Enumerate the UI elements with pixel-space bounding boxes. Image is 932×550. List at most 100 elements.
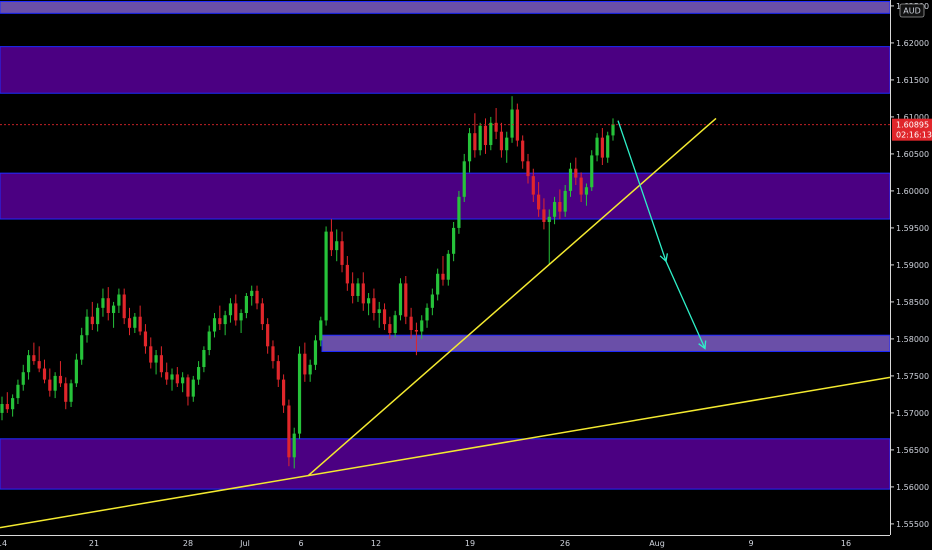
candle (568, 162, 573, 197)
candle (48, 368, 52, 397)
x-tick-label: 9 (748, 539, 753, 548)
candle (552, 196, 557, 225)
candle (446, 250, 450, 286)
candle-body (351, 283, 355, 296)
x-tick-label: 12 (371, 539, 381, 548)
candle (191, 375, 195, 402)
trendline-1[interactable] (307, 117, 717, 477)
candle (409, 307, 413, 339)
candle (494, 108, 498, 140)
candle (21, 364, 25, 391)
y-tick-label: 1.60500 (896, 150, 929, 159)
candle (430, 288, 434, 316)
candle (414, 322, 419, 356)
candle-body (499, 131, 504, 151)
candle (32, 342, 36, 365)
candle (234, 294, 238, 326)
candle-body (606, 135, 610, 158)
candle-body (154, 355, 158, 363)
candle-body (21, 372, 25, 385)
candle (196, 361, 201, 385)
candle-body (425, 307, 429, 321)
candle-body (377, 309, 381, 314)
candle (595, 133, 599, 162)
candle (281, 374, 286, 413)
y-tick-label: 1.58500 (896, 298, 929, 307)
y-tick-label: 1.62000 (896, 39, 929, 48)
candle-body (292, 433, 296, 458)
candle-body (239, 313, 243, 321)
candle-body (11, 398, 15, 410)
candle (170, 368, 174, 391)
trendline-0[interactable] (0, 376, 891, 529)
price-axis[interactable]: 1.625001.620001.615001.610001.605001.600… (890, 0, 932, 550)
candle (521, 135, 525, 169)
candle (574, 157, 578, 185)
candle-body (526, 161, 530, 177)
candle-body (266, 324, 270, 347)
candle (165, 362, 169, 385)
candle (64, 377, 68, 410)
candle (186, 374, 190, 406)
candle-body (420, 320, 424, 332)
candle (526, 153, 530, 184)
candle-body (101, 298, 105, 308)
candle (276, 355, 280, 388)
candle (11, 394, 15, 417)
y-tick-label: 1.61500 (896, 76, 929, 85)
candle-body (382, 309, 387, 325)
candle (37, 346, 41, 373)
candle-body (340, 241, 344, 265)
candle (244, 293, 248, 319)
candle-body (16, 384, 20, 399)
candle-body (483, 125, 488, 146)
candle (303, 342, 307, 382)
candle-body (505, 137, 509, 151)
candle-body (111, 305, 116, 314)
candle (441, 256, 445, 286)
candle-body (228, 303, 233, 316)
candle-body (143, 331, 148, 347)
candle-body (372, 298, 376, 314)
candle-body (552, 202, 557, 217)
candle-body (574, 168, 578, 178)
currency-label[interactable]: AUD (903, 7, 921, 16)
candle-body (138, 316, 142, 332)
candle-body (462, 161, 466, 197)
candle-body (590, 155, 594, 188)
candle (436, 268, 440, 301)
candle-body (90, 316, 94, 325)
candle-body (473, 133, 477, 151)
candle-body (234, 303, 238, 321)
currency-badge[interactable] (899, 3, 925, 18)
candle (154, 350, 158, 375)
candle-body (165, 372, 169, 380)
zone-4 (0, 438, 891, 490)
candle (563, 184, 567, 217)
candle-body (489, 122, 493, 146)
candle-body (181, 377, 185, 384)
candle (510, 96, 514, 143)
zone-3 (321, 334, 891, 352)
candle-body (398, 283, 403, 316)
candle-body (218, 318, 222, 325)
candle (606, 131, 610, 163)
candle (297, 346, 302, 439)
candle-body (558, 202, 562, 212)
candle-body (356, 283, 360, 296)
candle-body (478, 125, 482, 151)
candle (202, 346, 206, 373)
candle (181, 372, 185, 393)
candle-body (26, 355, 31, 373)
candle-body (393, 315, 397, 333)
candle-body (80, 335, 84, 360)
candle-body (414, 330, 419, 332)
candle (255, 285, 259, 310)
time-axis[interactable]: 14 21 28 Jul 6 12 19 26 Aug 9 16 (0, 535, 932, 550)
candle-body (521, 140, 525, 162)
candle (473, 113, 477, 158)
candle-body (212, 318, 217, 332)
candle (388, 316, 392, 339)
candle (308, 359, 312, 382)
